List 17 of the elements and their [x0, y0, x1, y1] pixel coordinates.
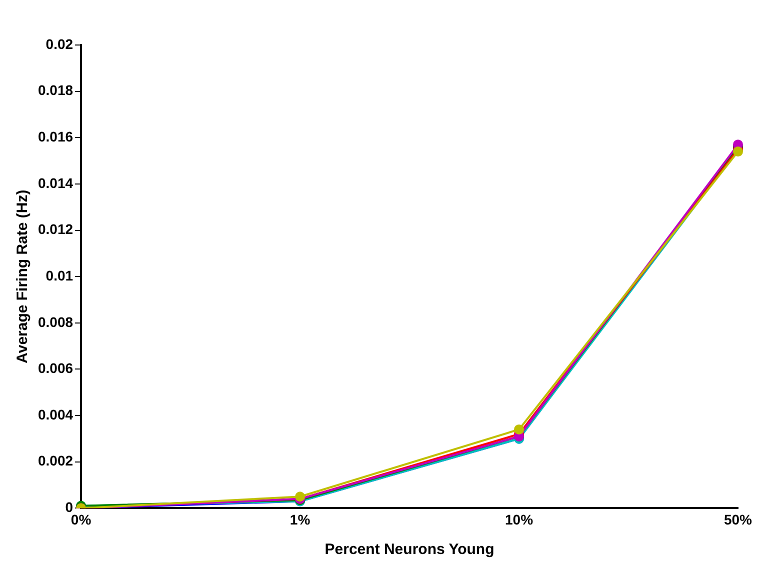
y-tick-label: 0.02: [46, 36, 74, 52]
x-tick-label: 1%: [290, 511, 311, 528]
y-tick-label: 0.006: [38, 360, 74, 376]
y-tick-label: 0.002: [38, 452, 74, 469]
y-tick-label: 0: [65, 499, 74, 516]
x-tick-label: 50%: [724, 511, 753, 528]
y-tick-label: 0.014: [38, 174, 74, 191]
x-axis-title: Percent Neurons Young: [324, 541, 494, 558]
y-axis-title: Average Firing Rate (Hz): [14, 190, 32, 364]
y-tick-label: 0.018: [38, 82, 74, 98]
y-tick-label: 0.016: [38, 128, 74, 144]
y-tick-label: 0.012: [38, 221, 74, 238]
y-tick-label: 0.004: [38, 406, 74, 422]
y-tick-label: 0.01: [46, 267, 74, 284]
x-tick-label: 0%: [70, 511, 92, 528]
y-tick-label: 0.008: [38, 314, 74, 330]
x-tick-label: 10%: [504, 511, 534, 528]
